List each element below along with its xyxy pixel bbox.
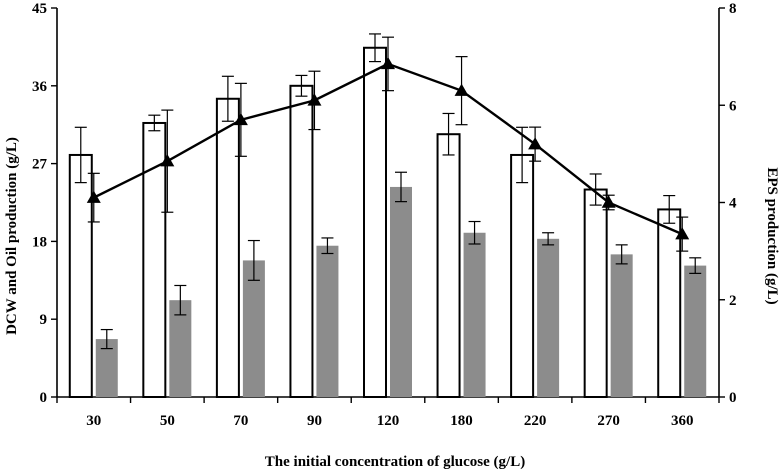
oil-bar <box>390 186 412 397</box>
oil-bar <box>95 339 118 397</box>
eps-point <box>528 137 543 150</box>
oil-bar <box>463 232 486 397</box>
y-left-tick-label: 18 <box>32 234 47 250</box>
oil-bar <box>610 254 633 397</box>
dcw-bar <box>289 84 314 399</box>
x-tick-label: 180 <box>450 413 473 429</box>
dcw-bar <box>215 97 240 399</box>
oil-bar <box>316 245 339 397</box>
eps-point <box>381 56 395 70</box>
eps-line <box>86 36 690 252</box>
dcw-bar <box>363 46 387 399</box>
eps-point <box>160 154 175 167</box>
dcw-bar <box>510 153 535 398</box>
dcw-bar <box>583 188 608 398</box>
x-tick-label: 50 <box>160 413 175 429</box>
dcw-bar <box>68 153 93 398</box>
x-tick-label: 120 <box>377 413 400 429</box>
oil-bar <box>169 300 192 397</box>
y-left-tick-label: 9 <box>40 312 48 328</box>
eps-point <box>86 190 101 203</box>
axes <box>51 7 725 403</box>
y-left-tick-label: 36 <box>32 79 48 95</box>
eps-point <box>307 93 322 106</box>
dcw-bars <box>68 33 682 399</box>
oil-bar <box>684 265 707 397</box>
eps-point <box>675 227 690 240</box>
y-axis-left-title: DCW and Oil production (g/L) <box>4 137 20 335</box>
y-axis-right-title: EPS production (g/L) <box>764 167 780 304</box>
x-tick-label: 30 <box>86 413 101 429</box>
axis-labels: 0 9 18 27 36 45 0 2 4 6 8 30 50 70 90 120 180 220 270 360 <box>32 1 737 429</box>
y-right-tick-label: 8 <box>729 1 737 17</box>
oil-bar <box>537 238 560 397</box>
y-right-tick-label: 2 <box>729 293 737 309</box>
x-tick-label: 360 <box>671 413 694 429</box>
x-axis-title: The initial concentration of glucose (g/… <box>265 454 525 470</box>
y-right-tick-label: 0 <box>729 390 737 406</box>
dcw-bar <box>436 133 461 398</box>
y-right-tick-label: 6 <box>729 98 737 114</box>
x-tick-label: 70 <box>233 413 248 429</box>
eps-point <box>454 83 469 96</box>
eps-point <box>601 195 616 208</box>
y-left-tick-label: 45 <box>32 1 47 17</box>
y-left-tick-label: 27 <box>32 157 48 173</box>
oil-bar <box>242 260 265 397</box>
y-left-tick-label: 0 <box>40 390 48 406</box>
x-tick-label: 270 <box>597 413 620 429</box>
oil-bars <box>95 171 707 397</box>
y-right-tick-label: 4 <box>729 196 737 212</box>
x-tick-label: 90 <box>307 413 322 429</box>
x-tick-label: 220 <box>524 413 547 429</box>
eps-point <box>233 112 248 126</box>
